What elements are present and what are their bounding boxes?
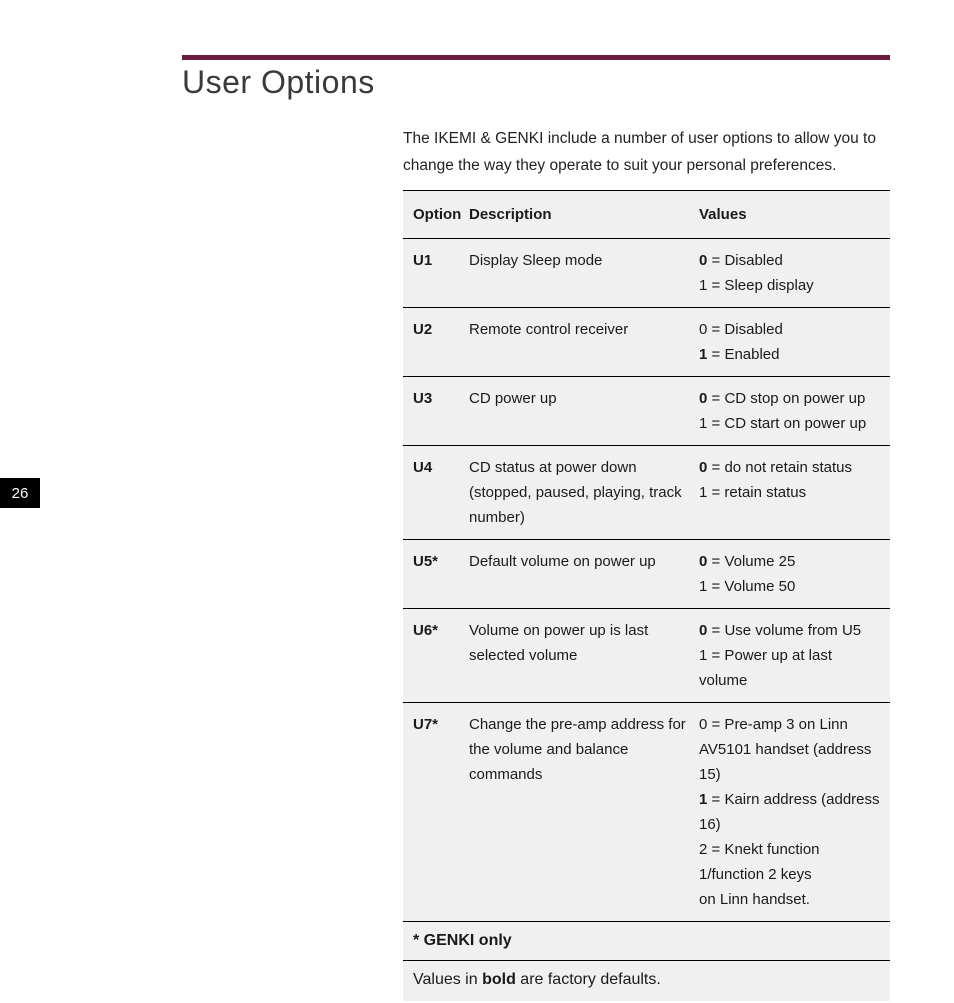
value-text: = Volume 25 (707, 553, 795, 570)
value-line: 1 = Kairn address (address 16) (699, 787, 882, 837)
header-values: Values (699, 191, 890, 239)
value-text: 1 = Power up at last volume (699, 647, 832, 689)
cell-description: Display Sleep mode (469, 239, 699, 308)
table-row: U1Display Sleep mode0 = Disabled 1 = Slee… (403, 239, 890, 308)
value-text: 1 = Volume 50 (699, 578, 795, 595)
table-row: U5*Default volume on power up0 = Volume … (403, 540, 890, 609)
cell-values: 0 = Disabled 1 = Sleep display (699, 239, 890, 308)
cell-option: U2 (403, 308, 469, 377)
value-line: on Linn handset. (699, 887, 882, 912)
cell-option: U3 (403, 377, 469, 446)
footnote-text: are factory defaults. (516, 971, 661, 988)
cell-description: CD power up (469, 377, 699, 446)
intro-paragraph: The IKEMI & GENKI include a number of us… (403, 125, 885, 179)
table-row: U3CD power up0 = CD stop on power up 1 = … (403, 377, 890, 446)
options-table-container: Option Description Values U1Display Slee… (403, 190, 890, 1001)
cell-values: 0 = do not retain status 1 = retain statu… (699, 446, 890, 540)
value-line: 0 = do not retain status (699, 455, 882, 480)
cell-option: U5* (403, 540, 469, 609)
table-body: U1Display Sleep mode0 = Disabled 1 = Slee… (403, 239, 890, 922)
footnote-text: Values in (413, 971, 482, 988)
cell-description: Default volume on power up (469, 540, 699, 609)
cell-option: U6* (403, 609, 469, 703)
cell-description: Volume on power up is last selected volu… (469, 609, 699, 703)
value-text: 1 = Sleep display (699, 277, 814, 294)
cell-option: U4 (403, 446, 469, 540)
cell-description: Remote control receiver (469, 308, 699, 377)
cell-values: 0 = Volume 25 1 = Volume 50 (699, 540, 890, 609)
table-row: U2Remote control receiver0 = Disabled 1 =… (403, 308, 890, 377)
value-line: 1 = Power up at last volume (699, 643, 882, 693)
value-line: 1 = Volume 50 (699, 574, 882, 599)
page-number-tab: 26 (0, 478, 40, 508)
value-line: 1 = Enabled (699, 342, 882, 367)
cell-description: CD status at power down (stopped, paused… (469, 446, 699, 540)
table-row: U6*Volume on power up is last selected v… (403, 609, 890, 703)
table-row: U7*Change the pre-amp address for the vo… (403, 703, 890, 922)
table-header-row: Option Description Values (403, 191, 890, 239)
value-line: 1 = CD start on power up (699, 411, 882, 436)
value-line: 0 = Disabled (699, 248, 882, 273)
value-line: 0 = Pre-amp 3 on Linn AV5101 handset (ad… (699, 712, 882, 787)
document-page: User Options The IKEMI & GENKI include a… (0, 0, 954, 1003)
value-line: 0 = Disabled (699, 317, 882, 342)
cell-values: 0 = CD stop on power up 1 = CD start on p… (699, 377, 890, 446)
cell-values: 0 = Pre-amp 3 on Linn AV5101 handset (ad… (699, 703, 890, 922)
value-text: 0 = Disabled (699, 321, 783, 338)
value-text: 1 = CD start on power up (699, 415, 866, 432)
value-text: = do not retain status (707, 459, 852, 476)
value-text: = CD stop on power up (707, 390, 865, 407)
footnote-genki-only: * GENKI only (403, 922, 890, 961)
value-text: 1 = retain status (699, 484, 806, 501)
value-text: 2 = Knekt function 1/function 2 keys (699, 841, 820, 883)
footnote-defaults: Values in bold are factory defaults. (403, 961, 890, 1001)
value-line: 0 = CD stop on power up (699, 386, 882, 411)
cell-values: 0 = Disabled 1 = Enabled (699, 308, 890, 377)
top-rule (182, 55, 890, 60)
table-row: U4CD status at power down (stopped, paus… (403, 446, 890, 540)
value-line: 2 = Knekt function 1/function 2 keys (699, 837, 882, 887)
value-line: 1 = Sleep display (699, 273, 882, 298)
value-text: = Enabled (707, 346, 779, 363)
page-title: User Options (182, 64, 375, 101)
value-text: = Kairn address (address 16) (699, 791, 880, 833)
cell-option: U7* (403, 703, 469, 922)
value-line: 0 = Use volume from U5 (699, 618, 882, 643)
value-line: 0 = Volume 25 (699, 549, 882, 574)
value-text: 0 = Pre-amp 3 on Linn AV5101 handset (ad… (699, 716, 871, 783)
options-table: Option Description Values U1Display Slee… (403, 190, 890, 922)
value-text: on Linn handset. (699, 891, 810, 908)
cell-values: 0 = Use volume from U5 1 = Power up at la… (699, 609, 890, 703)
footnote-bold-word: bold (482, 971, 516, 988)
cell-option: U1 (403, 239, 469, 308)
value-line: 1 = retain status (699, 480, 882, 505)
cell-description: Change the pre-amp address for the volum… (469, 703, 699, 922)
header-option: Option (403, 191, 469, 239)
header-description: Description (469, 191, 699, 239)
value-text: = Use volume from U5 (707, 622, 861, 639)
value-text: = Disabled (707, 252, 782, 269)
